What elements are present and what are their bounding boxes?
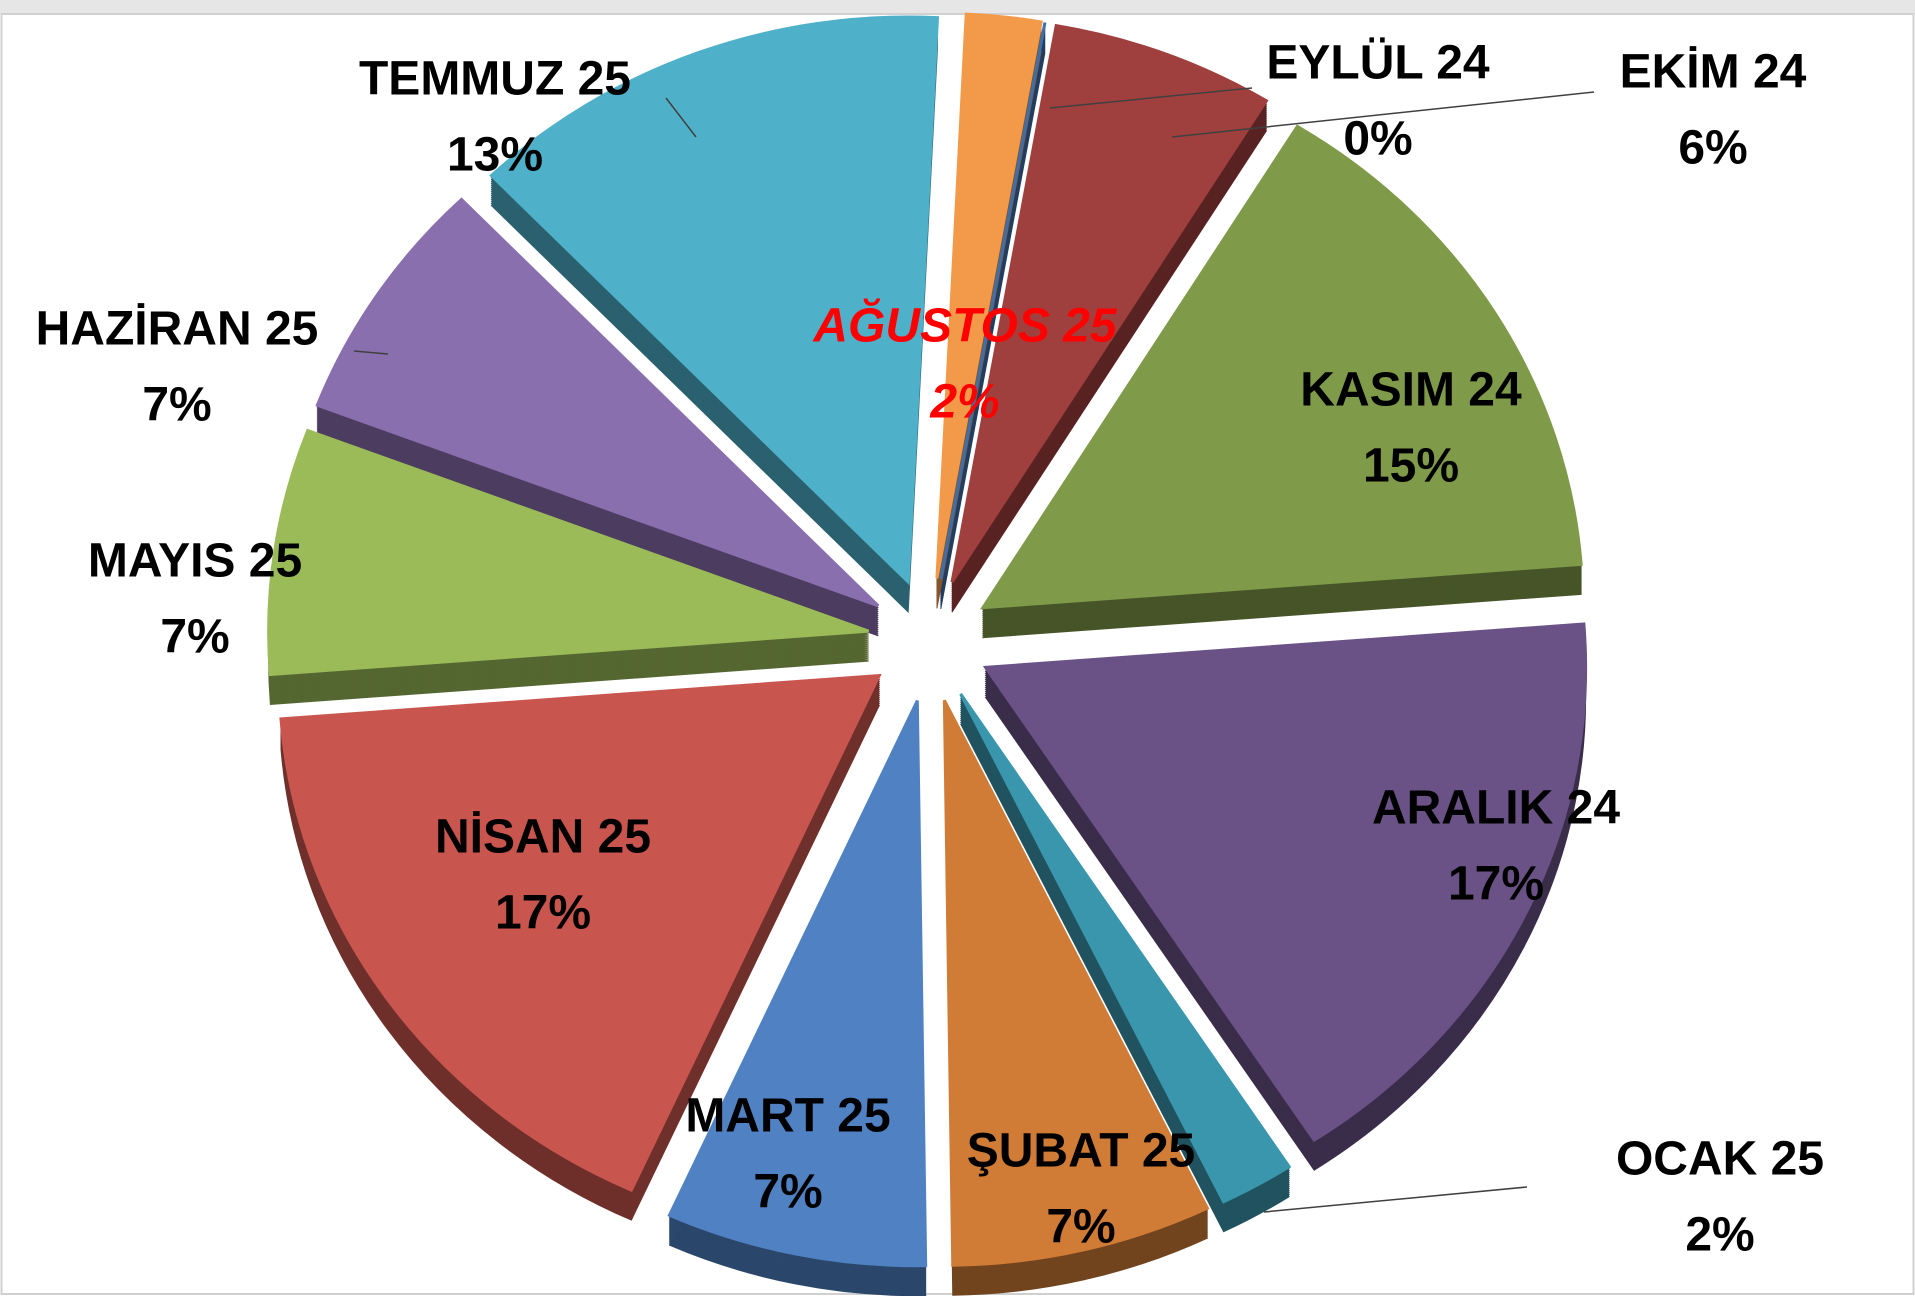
- top-band: [0, 0, 1915, 14]
- slice: [959, 693, 1292, 1204]
- slice-label: EYLÜL 24: [1266, 37, 1490, 90]
- leader-line: [1049, 87, 1253, 109]
- slice-label: NİSAN 25: [435, 811, 651, 864]
- leader-line: [1263, 1186, 1528, 1213]
- value-label: 2%: [1685, 1209, 1754, 1262]
- slice: [667, 700, 928, 1268]
- slice: [489, 15, 940, 586]
- value-label: 6%: [1678, 122, 1747, 175]
- slice: [982, 622, 1588, 1143]
- slice-label: ŞUBAT 25: [967, 1125, 1196, 1178]
- slice: [980, 124, 1583, 610]
- value-label: 7%: [1046, 1201, 1115, 1254]
- value-label: 7%: [753, 1166, 822, 1219]
- slice: [279, 673, 882, 1193]
- slice: [315, 197, 880, 608]
- leader-line: [353, 350, 389, 355]
- value-label: 0%: [1343, 113, 1412, 166]
- slice-label: MART 25: [685, 1090, 890, 1143]
- value-label: 7%: [160, 611, 229, 664]
- leader-line: [665, 97, 697, 138]
- slice: [267, 428, 870, 677]
- slice: [935, 12, 1043, 579]
- value-label: 17%: [495, 887, 591, 940]
- slice: [950, 23, 1269, 583]
- slice-label: KASIM 24: [1300, 364, 1522, 417]
- leader-line: [1171, 91, 1595, 138]
- value-label: 7%: [142, 379, 211, 432]
- slice-label: AĞUSTOS 25: [812, 298, 1118, 353]
- value-label: 17%: [1448, 858, 1544, 911]
- slice-label: ARALIK 24: [1372, 782, 1620, 835]
- value-label: 2%: [929, 376, 999, 429]
- slice: [942, 699, 1210, 1267]
- slice-label: EKİM 24: [1620, 46, 1807, 99]
- slice-label: TEMMUZ 25: [359, 53, 631, 106]
- value-label: 15%: [1363, 440, 1459, 493]
- value-label: 13%: [447, 129, 543, 182]
- slice-label: MAYIS 25: [88, 535, 302, 588]
- slice-label: HAZİRAN 25: [36, 303, 319, 356]
- slice-label: OCAK 25: [1616, 1133, 1824, 1186]
